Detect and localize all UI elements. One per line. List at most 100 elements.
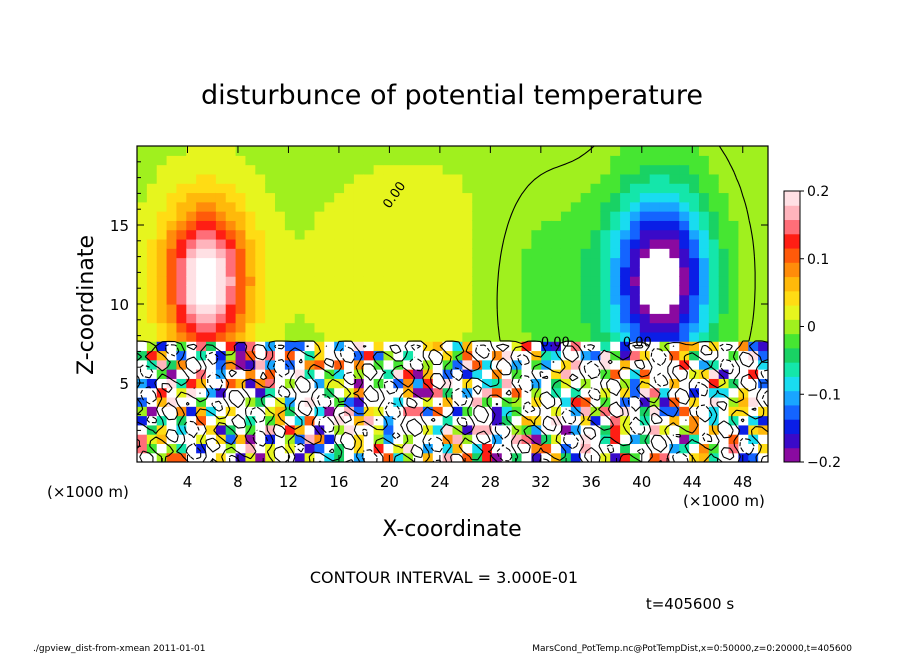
- heatmap-cell: [551, 248, 562, 259]
- heatmap-cell: [560, 369, 572, 379]
- heatmap-cell: [758, 229, 768, 240]
- heatmap-cell: [758, 248, 768, 259]
- heatmap-cell: [590, 285, 601, 296]
- heatmap-cell: [570, 331, 582, 342]
- heatmap-cell: [304, 183, 316, 194]
- heatmap-cell: [610, 313, 621, 324]
- heatmap-cell: [186, 201, 197, 212]
- heatmap-cell: [718, 424, 730, 435]
- heatmap-cell: [383, 257, 394, 268]
- heatmap-cell: [452, 285, 463, 296]
- heatmap-cell: [373, 331, 385, 342]
- heatmap-cell: [304, 304, 316, 314]
- heatmap-cell: [679, 331, 690, 342]
- heatmap-cell: [610, 341, 621, 352]
- heatmap-cell: [728, 387, 740, 398]
- heatmap-cell: [196, 359, 207, 370]
- heatmap-cell: [393, 359, 404, 370]
- heatmap-cell: [363, 378, 375, 389]
- colorbar-swatch: [784, 191, 800, 206]
- heatmap-cell: [275, 192, 286, 203]
- heatmap-cell: [462, 183, 473, 194]
- heatmap-cell: [245, 350, 256, 361]
- heatmap-cell: [659, 211, 671, 221]
- heatmap-cell: [669, 155, 680, 166]
- x-tick-label: 48: [733, 473, 752, 491]
- heatmap-cell: [403, 155, 414, 166]
- heatmap-cell: [176, 173, 187, 184]
- heatmap-cell: [669, 415, 680, 426]
- heatmap-cell: [235, 201, 247, 212]
- heatmap-cell: [728, 201, 740, 212]
- heatmap-cell: [137, 266, 148, 277]
- heatmap-cell: [363, 369, 375, 379]
- heatmap-cell: [560, 304, 572, 314]
- heatmap-cell: [551, 276, 562, 287]
- heatmap-cell: [718, 183, 730, 194]
- heatmap-cell: [511, 164, 523, 175]
- heatmap-cell: [531, 285, 542, 296]
- heatmap-cell: [206, 276, 217, 287]
- heatmap-cell: [629, 285, 641, 296]
- heatmap-cell: [620, 434, 631, 445]
- heatmap-cell: [491, 415, 503, 426]
- heatmap-cell: [255, 155, 266, 166]
- heatmap-cell: [432, 146, 444, 156]
- heatmap-cell: [442, 285, 454, 296]
- heatmap-cell: [403, 285, 414, 296]
- x-axis-unit-right: (×1000 m): [683, 492, 765, 510]
- colorbar-swatch: [784, 262, 800, 278]
- heatmap-cell: [442, 406, 454, 417]
- heatmap-cell: [541, 424, 552, 435]
- heatmap-cell: [610, 359, 621, 370]
- heatmap-cell: [422, 452, 434, 462]
- heatmap-cell: [373, 229, 385, 240]
- heatmap-cell: [275, 173, 286, 184]
- heatmap-cell: [738, 229, 749, 240]
- heatmap-cell: [541, 266, 552, 277]
- heatmap-cell: [570, 276, 582, 287]
- heatmap-cell: [560, 276, 572, 287]
- heatmap-cell: [590, 434, 601, 445]
- heatmap-cell: [600, 406, 611, 417]
- heatmap-cell: [225, 322, 237, 333]
- heatmap-cell: [698, 164, 710, 175]
- heatmap-cell: [511, 350, 523, 361]
- heatmap-cell: [689, 257, 700, 268]
- heatmap-cell: [422, 173, 434, 184]
- heatmap-cell: [324, 285, 335, 296]
- heatmap-cell: [689, 452, 700, 462]
- heatmap-cell: [639, 387, 651, 398]
- heatmap-cell: [708, 183, 720, 194]
- heatmap-cell: [580, 266, 592, 277]
- heatmap-cell: [413, 378, 424, 389]
- heatmap-cell: [708, 257, 720, 268]
- heatmap-cell: [669, 359, 680, 370]
- heatmap-cell: [639, 304, 651, 314]
- heatmap-cell: [521, 387, 532, 398]
- heatmap-cell: [629, 434, 641, 445]
- heatmap-cell: [698, 304, 710, 314]
- heatmap-cell: [225, 173, 237, 184]
- heatmap-cell: [344, 434, 355, 445]
- heatmap-cell: [462, 424, 473, 435]
- heatmap-cell: [393, 331, 404, 342]
- heatmap-cell: [176, 220, 187, 231]
- heatmap-cell: [225, 192, 237, 203]
- heatmap-cell: [432, 164, 444, 175]
- heatmap-cell: [452, 192, 463, 203]
- heatmap-cell: [462, 266, 473, 277]
- heatmap-cell: [491, 192, 503, 203]
- heatmap-cell: [294, 443, 306, 454]
- heatmap-cell: [156, 257, 168, 268]
- heatmap-cell: [275, 229, 286, 240]
- heatmap-cell: [353, 257, 365, 268]
- heatmap-cell: [294, 359, 306, 370]
- heatmap-cell: [137, 341, 148, 352]
- heatmap-cell: [176, 201, 187, 212]
- heatmap-cell: [629, 396, 641, 407]
- heatmap-cell: [344, 406, 355, 417]
- heatmap-cell: [472, 201, 483, 212]
